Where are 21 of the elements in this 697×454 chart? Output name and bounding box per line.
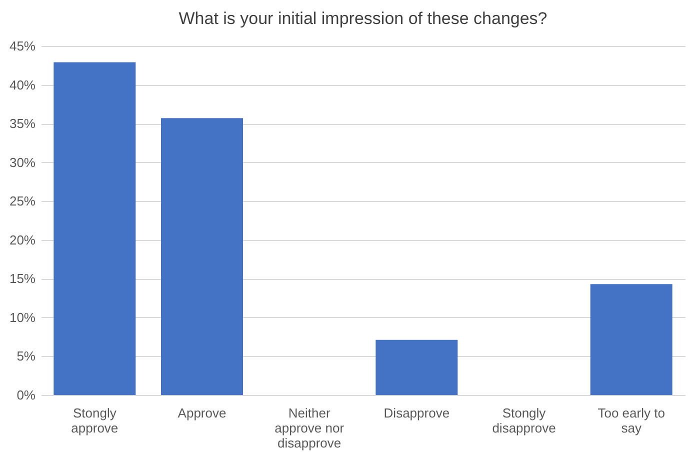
x-tick-label: Stongly approve [71,406,118,436]
y-tick-label: 5% [16,348,36,364]
bar [54,62,136,395]
x-tick-label: Approve [178,406,226,420]
y-tick-label: 25% [9,194,36,209]
x-tick-label: Stongly disapprove [492,406,556,436]
chart-title: What is your initial impression of these changes? [178,9,548,28]
y-tick-label: 10% [9,310,36,325]
bar [590,284,672,395]
y-tick-label: 35% [9,116,36,132]
x-tick-label: Neither approve nor disapprove [274,406,345,450]
y-tick-label: 20% [9,232,36,248]
y-tick-label: 45% [9,38,36,54]
bar [161,118,243,395]
y-tick-label: 15% [9,271,36,286]
x-tick-label: Too early to say [598,406,665,436]
y-tick-label: 30% [9,154,36,170]
bar [376,340,458,395]
y-tick-label: 0% [16,388,36,402]
x-tick-label: Disapprove [384,406,450,420]
y-tick-label: 40% [9,77,36,92]
